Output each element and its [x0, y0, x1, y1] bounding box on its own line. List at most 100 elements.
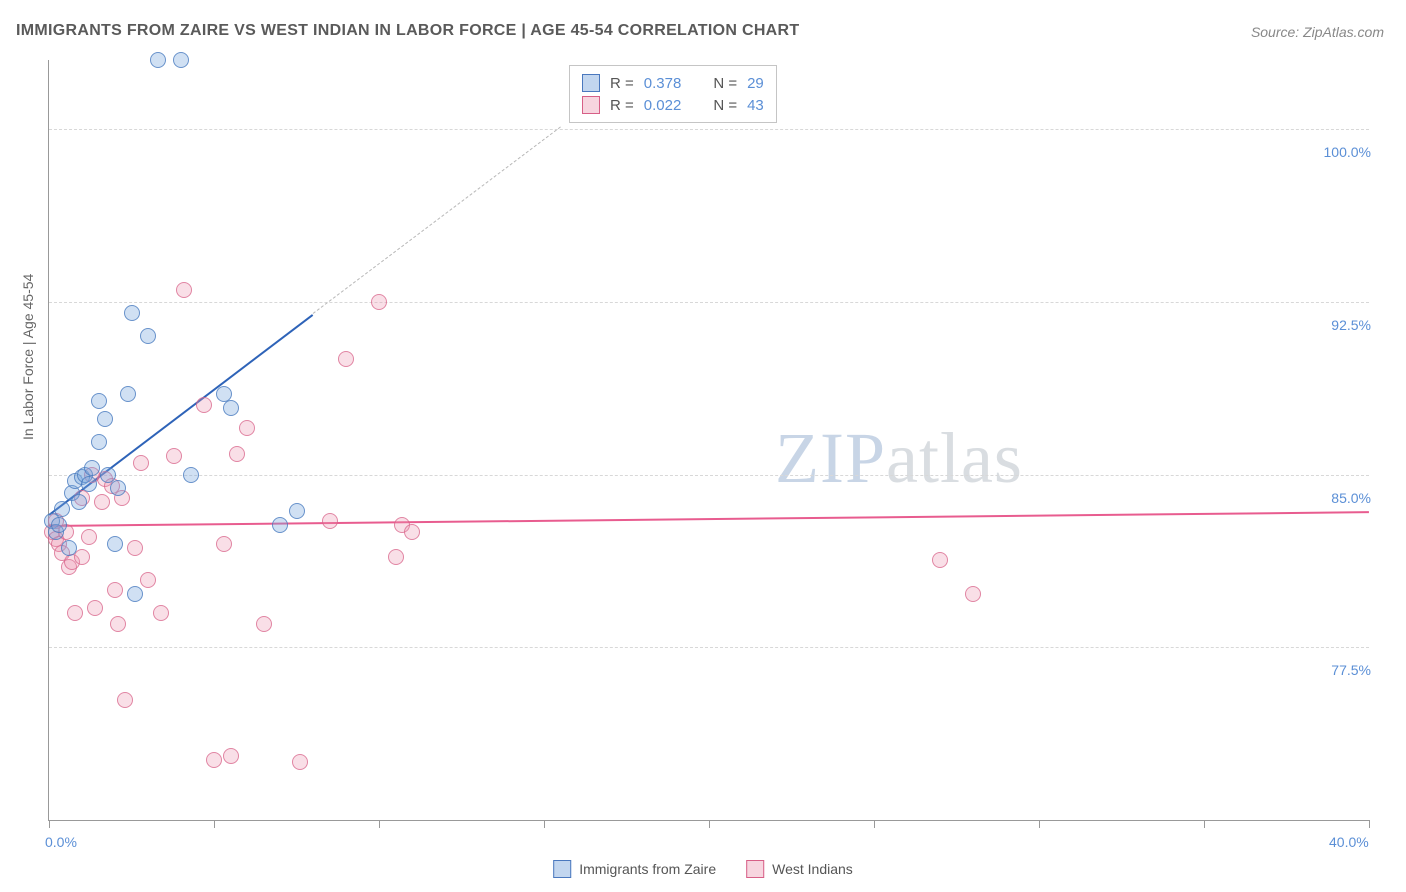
- data-point: [110, 616, 126, 632]
- n-label: N =: [713, 97, 737, 114]
- x-tick-label: 40.0%: [1329, 834, 1369, 850]
- trend-line: [313, 127, 561, 314]
- y-tick-label: 92.5%: [1331, 317, 1371, 333]
- data-point: [150, 52, 166, 68]
- data-point: [51, 517, 67, 533]
- data-point: [292, 754, 308, 770]
- data-point: [153, 605, 169, 621]
- data-point: [404, 524, 420, 540]
- data-point: [206, 752, 222, 768]
- data-point: [127, 540, 143, 556]
- data-point: [239, 420, 255, 436]
- data-point: [61, 540, 77, 556]
- n-label: N =: [713, 75, 737, 92]
- data-point: [183, 467, 199, 483]
- data-point: [117, 692, 133, 708]
- x-tick: [379, 820, 380, 828]
- watermark-atlas: atlas: [886, 418, 1023, 498]
- data-point: [67, 605, 83, 621]
- y-axis-label: In Labor Force | Age 45-54: [20, 274, 36, 440]
- x-tick: [874, 820, 875, 828]
- data-point: [173, 52, 189, 68]
- r-label: R =: [610, 97, 634, 114]
- data-point: [256, 616, 272, 632]
- data-point: [166, 448, 182, 464]
- legend-item: Immigrants from Zaire: [553, 860, 716, 878]
- data-point: [289, 503, 305, 519]
- gridline: [49, 129, 1369, 130]
- x-tick: [49, 820, 50, 828]
- data-point: [81, 529, 97, 545]
- gridline: [49, 302, 1369, 303]
- data-point: [54, 501, 70, 517]
- y-tick-label: 100.0%: [1324, 144, 1371, 160]
- data-point: [87, 600, 103, 616]
- data-point: [107, 582, 123, 598]
- legend-label: West Indians: [772, 861, 853, 877]
- n-value: 43: [747, 97, 764, 114]
- x-tick: [214, 820, 215, 828]
- data-point: [107, 536, 123, 552]
- data-point: [133, 455, 149, 471]
- legend-swatch: [746, 860, 764, 878]
- data-point: [388, 549, 404, 565]
- source-attribution: Source: ZipAtlas.com: [1251, 24, 1384, 40]
- data-point: [229, 446, 245, 462]
- x-tick-label: 0.0%: [45, 834, 77, 850]
- watermark: ZIPatlas: [775, 417, 1023, 500]
- data-point: [140, 572, 156, 588]
- y-tick-label: 85.0%: [1331, 490, 1371, 506]
- data-point: [120, 386, 136, 402]
- legend-label: Immigrants from Zaire: [579, 861, 716, 877]
- r-label: R =: [610, 75, 634, 92]
- x-tick: [1039, 820, 1040, 828]
- r-value: 0.378: [644, 75, 682, 92]
- data-point: [965, 586, 981, 602]
- data-point: [124, 305, 140, 321]
- data-point: [322, 513, 338, 529]
- data-point: [272, 517, 288, 533]
- trend-line: [49, 511, 1369, 527]
- gridline: [49, 475, 1369, 476]
- y-tick-label: 77.5%: [1331, 662, 1371, 678]
- chart-title: IMMIGRANTS FROM ZAIRE VS WEST INDIAN IN …: [16, 22, 799, 40]
- data-point: [127, 586, 143, 602]
- data-point: [932, 552, 948, 568]
- n-value: 29: [747, 75, 764, 92]
- gridline: [49, 647, 1369, 648]
- series-legend: Immigrants from Zaire West Indians: [553, 860, 853, 878]
- data-point: [176, 282, 192, 298]
- legend-swatch: [553, 860, 571, 878]
- x-tick: [544, 820, 545, 828]
- data-point: [223, 400, 239, 416]
- legend-swatch: [582, 74, 600, 92]
- data-point: [216, 536, 232, 552]
- data-point: [71, 494, 87, 510]
- data-point: [97, 411, 113, 427]
- plot-area: ZIPatlas R = 0.378 N = 29 R = 0.022 N = 43 77.5…: [48, 60, 1369, 821]
- source-value: ZipAtlas.com: [1303, 24, 1384, 40]
- legend-swatch: [582, 96, 600, 114]
- data-point: [371, 294, 387, 310]
- watermark-zip: ZIP: [775, 418, 886, 498]
- data-point: [338, 351, 354, 367]
- data-point: [74, 549, 90, 565]
- legend-item: West Indians: [746, 860, 853, 878]
- x-tick: [1369, 820, 1370, 828]
- correlation-legend: R = 0.378 N = 29 R = 0.022 N = 43: [569, 65, 777, 123]
- source-label: Source:: [1251, 24, 1299, 40]
- data-point: [94, 494, 110, 510]
- stat-legend-row: R = 0.022 N = 43: [582, 94, 764, 116]
- stat-legend-row: R = 0.378 N = 29: [582, 72, 764, 94]
- data-point: [91, 393, 107, 409]
- data-point: [81, 476, 97, 492]
- r-value: 0.022: [644, 97, 682, 114]
- data-point: [91, 434, 107, 450]
- data-point: [196, 397, 212, 413]
- data-point: [140, 328, 156, 344]
- x-tick: [709, 820, 710, 828]
- data-point: [84, 460, 100, 476]
- data-point: [110, 480, 126, 496]
- data-point: [223, 748, 239, 764]
- x-tick: [1204, 820, 1205, 828]
